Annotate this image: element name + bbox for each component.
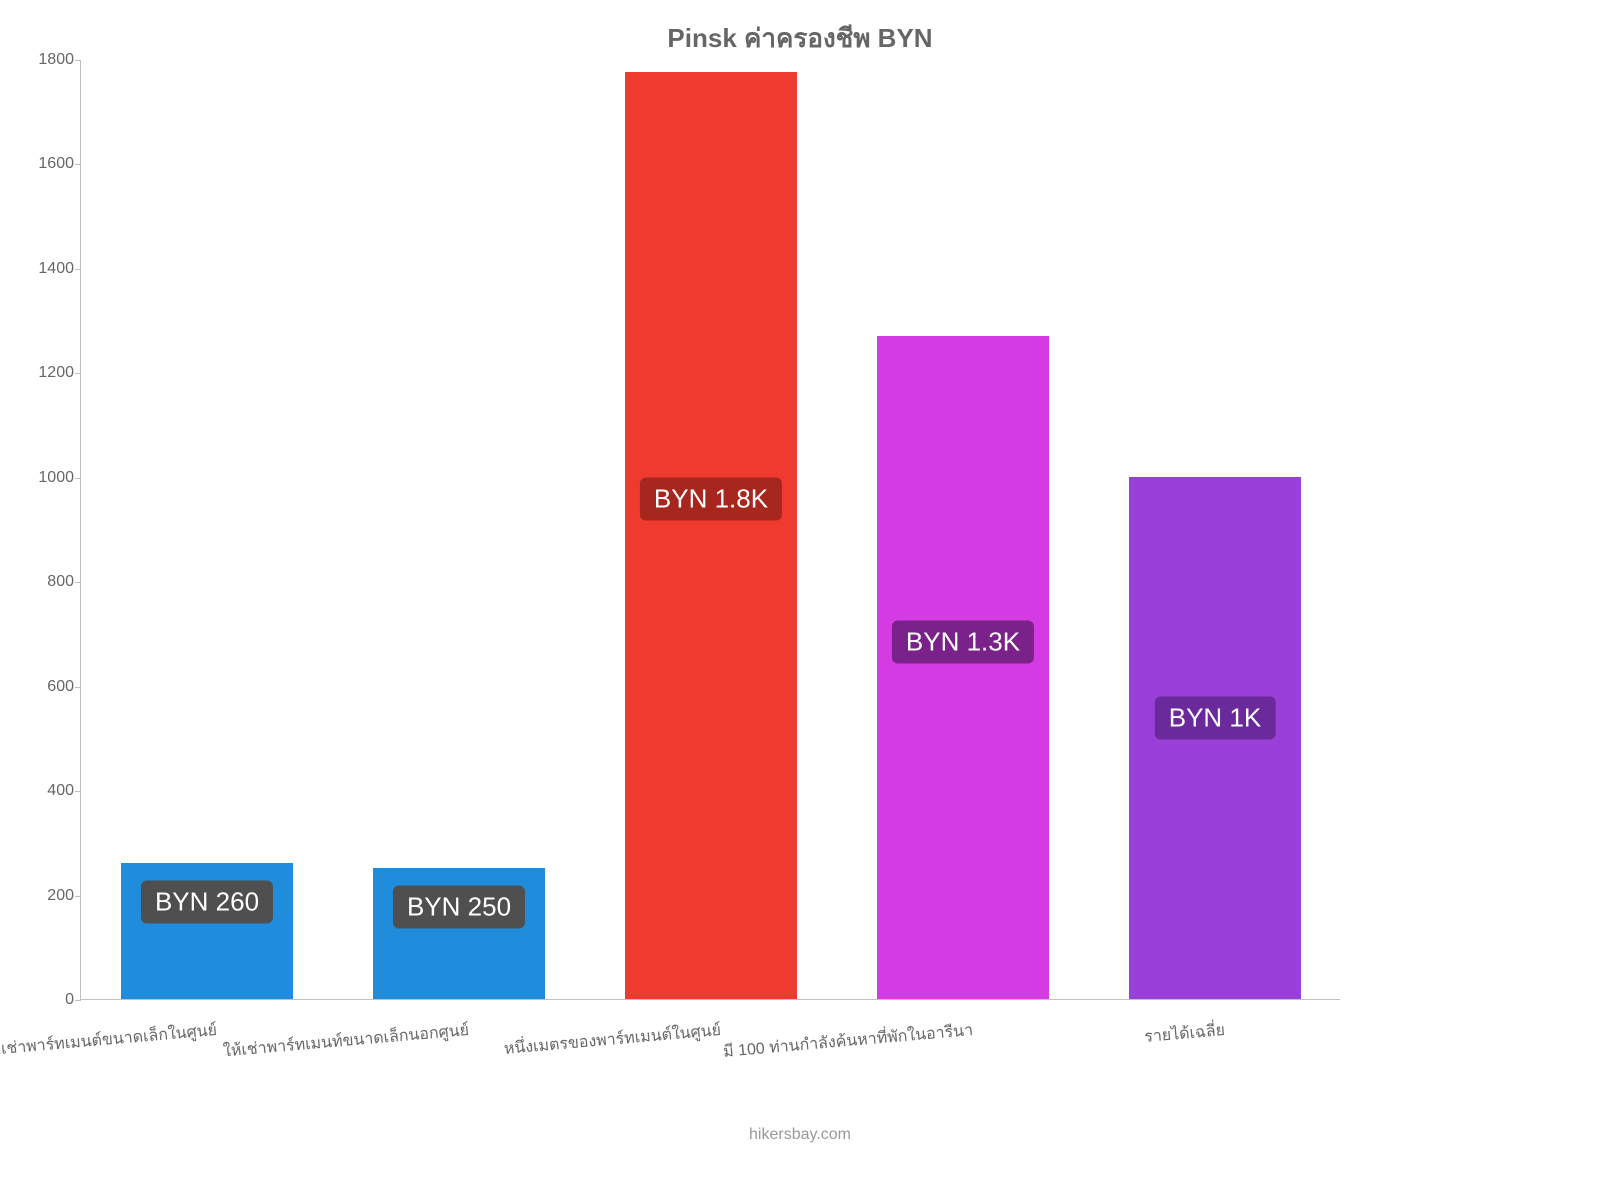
y-tick-label: 1800 [26,51,74,69]
y-tick-mark [75,269,81,270]
y-tick-label: 200 [26,887,74,905]
bar-value-label: BYN 260 [141,881,273,924]
y-tick-label: 1400 [26,260,74,278]
y-tick-mark [75,1000,81,1001]
y-tick-mark [75,582,81,583]
y-tick-label: 1000 [26,469,74,487]
bar-value-label: BYN 250 [393,886,525,929]
y-tick-label: 400 [26,782,74,800]
y-tick-mark [75,687,81,688]
chart-title: Pinsk ค่าครองชีพ BYN [0,18,1600,59]
chart-container: Pinsk ค่าครองชีพ BYN 0200400600800100012… [0,0,1600,1200]
y-tick-label: 1200 [26,364,74,382]
plot-area: 020040060080010001200140016001800BYN 260… [80,60,1340,1000]
bar-value-label: BYN 1K [1155,697,1276,740]
bar [625,72,796,999]
y-tick-label: 0 [26,991,74,1009]
y-tick-label: 800 [26,573,74,591]
bar [877,336,1048,999]
y-tick-label: 1600 [26,155,74,173]
attribution: hikersbay.com [0,1126,1600,1144]
y-tick-mark [75,896,81,897]
y-tick-mark [75,791,81,792]
bar-value-label: BYN 1.3K [892,620,1034,663]
y-tick-mark [75,164,81,165]
y-tick-mark [75,478,81,479]
bar-value-label: BYN 1.8K [640,478,782,521]
y-tick-mark [75,373,81,374]
y-tick-label: 600 [26,678,74,696]
y-tick-mark [75,60,81,61]
